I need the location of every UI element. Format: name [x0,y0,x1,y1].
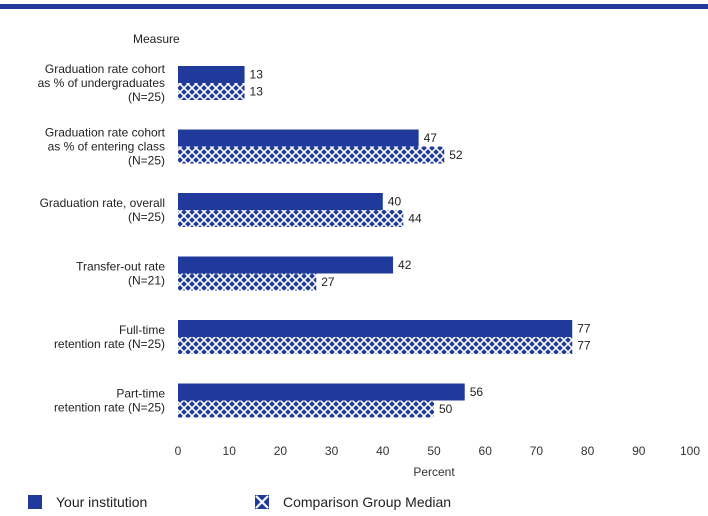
data-label: 47 [424,131,438,145]
x-tick-label: 90 [632,444,646,458]
bar-your-institution-0 [178,66,245,83]
x-tick-label: 70 [530,444,544,458]
x-tick-label: 80 [581,444,595,458]
data-label: 77 [577,322,591,336]
data-label: 50 [439,402,453,416]
x-axis-title: Percent [413,465,455,479]
legend-item-comparison-group: Comparison Group Median [255,494,451,510]
category-axis-title: Measure [133,32,180,46]
chart-svg: Measure 13 13 47 52 40 44 42 27 77 77 56 50 Graduat… [38,32,701,479]
bar-your-institution-2 [178,193,383,210]
bar-your-institution-3 [178,256,394,274]
bar-comparison-median-3 [178,273,317,291]
data-label: 42 [398,258,412,272]
legend: Your institution Comparison Group Median [0,494,708,516]
data-label: 27 [321,275,335,289]
category-label: Transfer-out rate (N=21) [76,260,165,288]
x-tick-label: 20 [274,444,288,458]
legend-label: Comparison Group Median [283,494,452,510]
x-tick-label: 60 [479,444,493,458]
legend-item-your-institution: Your institution [28,494,147,510]
category-label: Full-time retention rate (N=25) [54,323,165,351]
legend-label: Your institution [56,494,148,510]
data-label: 40 [388,195,402,209]
data-label: 77 [577,339,591,353]
data-label: 56 [470,385,484,399]
bar-your-institution-4 [178,320,573,337]
category-label: Part-time retention rate (N=25) [54,387,165,415]
x-tick-label: 40 [376,444,390,458]
data-label: 44 [408,212,422,226]
x-tick-label: 0 [175,444,182,458]
category-labels: Graduation rate cohort as % of undergradu… [38,62,166,415]
bar-comparison-median-2 [178,210,404,227]
bar-comparison-median-0 [178,83,245,100]
category-label: Graduation rate, overall (N=25) [40,196,165,224]
bar-comparison-median-4 [178,337,573,354]
x-tick-label: 100 [680,444,700,458]
data-label: 52 [449,148,463,162]
x-tick-label: 50 [427,444,441,458]
bar-comparison-median-1 [178,146,445,164]
bar-comparison-median-5 [178,400,434,418]
legend-swatch-crosshatch [255,495,269,509]
bar-your-institution-1 [178,129,419,147]
bars-group: 13 13 47 52 40 44 42 27 77 77 56 50 [178,66,591,418]
top-rule [0,4,708,9]
bar-your-institution-5 [178,383,465,401]
x-tick-label: 10 [223,444,237,458]
x-tick-label: 30 [325,444,339,458]
x-axis-ticks: 0 10 20 30 40 50 60 70 80 90 100 [175,444,701,458]
data-label: 13 [250,68,264,82]
legend-swatch-solid [28,495,42,509]
data-label: 13 [250,85,264,99]
category-label: Graduation rate cohort as % of entering c… [45,126,166,168]
category-label: Graduation rate cohort as % of undergradu… [38,62,166,104]
